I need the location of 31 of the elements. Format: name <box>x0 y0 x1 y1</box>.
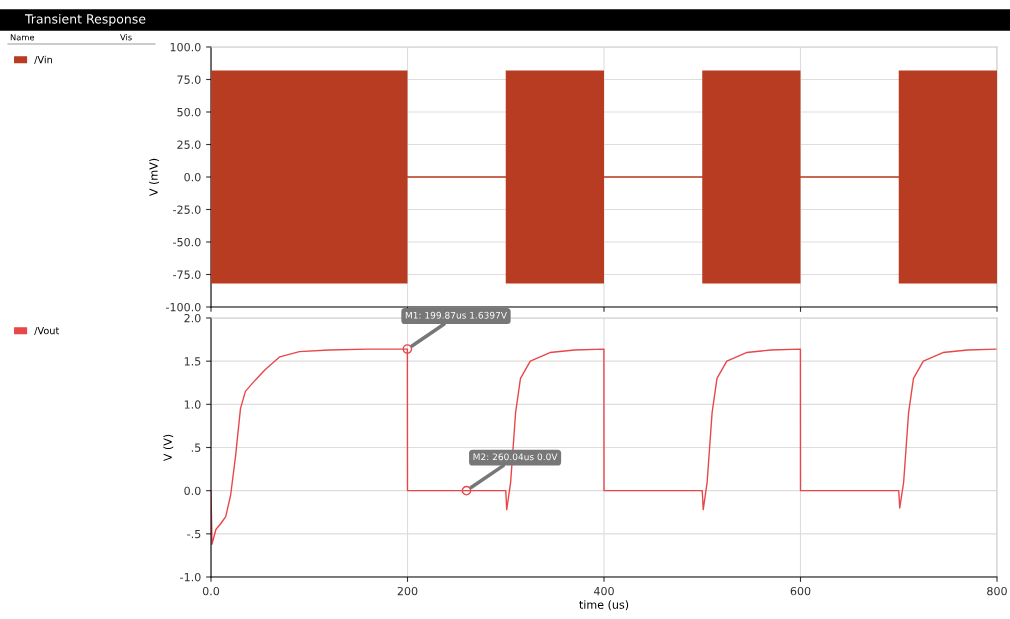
y-tick-label: 1.5 <box>184 357 201 366</box>
x-tick-label: 200 <box>397 586 418 596</box>
y-axis-title: V (mV) <box>149 158 160 197</box>
x-tick-label: 800 <box>987 586 1007 596</box>
x-axis-title: time (us) <box>579 600 629 611</box>
y-tick-label: .5 <box>191 443 201 452</box>
text: Transient Response <box>24 13 146 27</box>
y-tick-label: -.5 <box>187 529 201 539</box>
y-tick-label: -100.0 <box>166 302 201 312</box>
annotation: M1: 199.87us 1.6397V <box>405 311 507 319</box>
legend-label: /Vin <box>34 55 52 65</box>
y-tick-label: 0.0 <box>184 172 201 182</box>
y-tick-label: -50.0 <box>173 237 201 247</box>
x-tick-label: 400 <box>593 586 614 596</box>
annotation: M2: 260.04us 0.0V <box>473 453 558 461</box>
y-tick-label: -75.0 <box>173 270 201 279</box>
x-tick-label: 600 <box>790 586 811 596</box>
y-tick-label: 75.0 <box>177 75 201 84</box>
y-tick-label: 50.0 <box>177 107 201 117</box>
y-tick-label: 25.0 <box>177 140 201 149</box>
y-tick-label: 1.0 <box>184 400 201 409</box>
y-tick-label: 2.0 <box>184 313 201 323</box>
y-tick-label: -25.0 <box>173 205 201 214</box>
y-tick-label: 0.0 <box>184 486 201 496</box>
text: Name <box>10 34 35 41</box>
x-tick-label: 0.0 <box>202 586 220 596</box>
y-tick-label: 100.0 <box>170 42 201 52</box>
text: Vis <box>120 33 132 41</box>
legend-label: /Vout <box>34 327 60 336</box>
y-tick-label: -1.0 <box>180 572 201 582</box>
y-axis-title: V (V) <box>163 434 174 462</box>
